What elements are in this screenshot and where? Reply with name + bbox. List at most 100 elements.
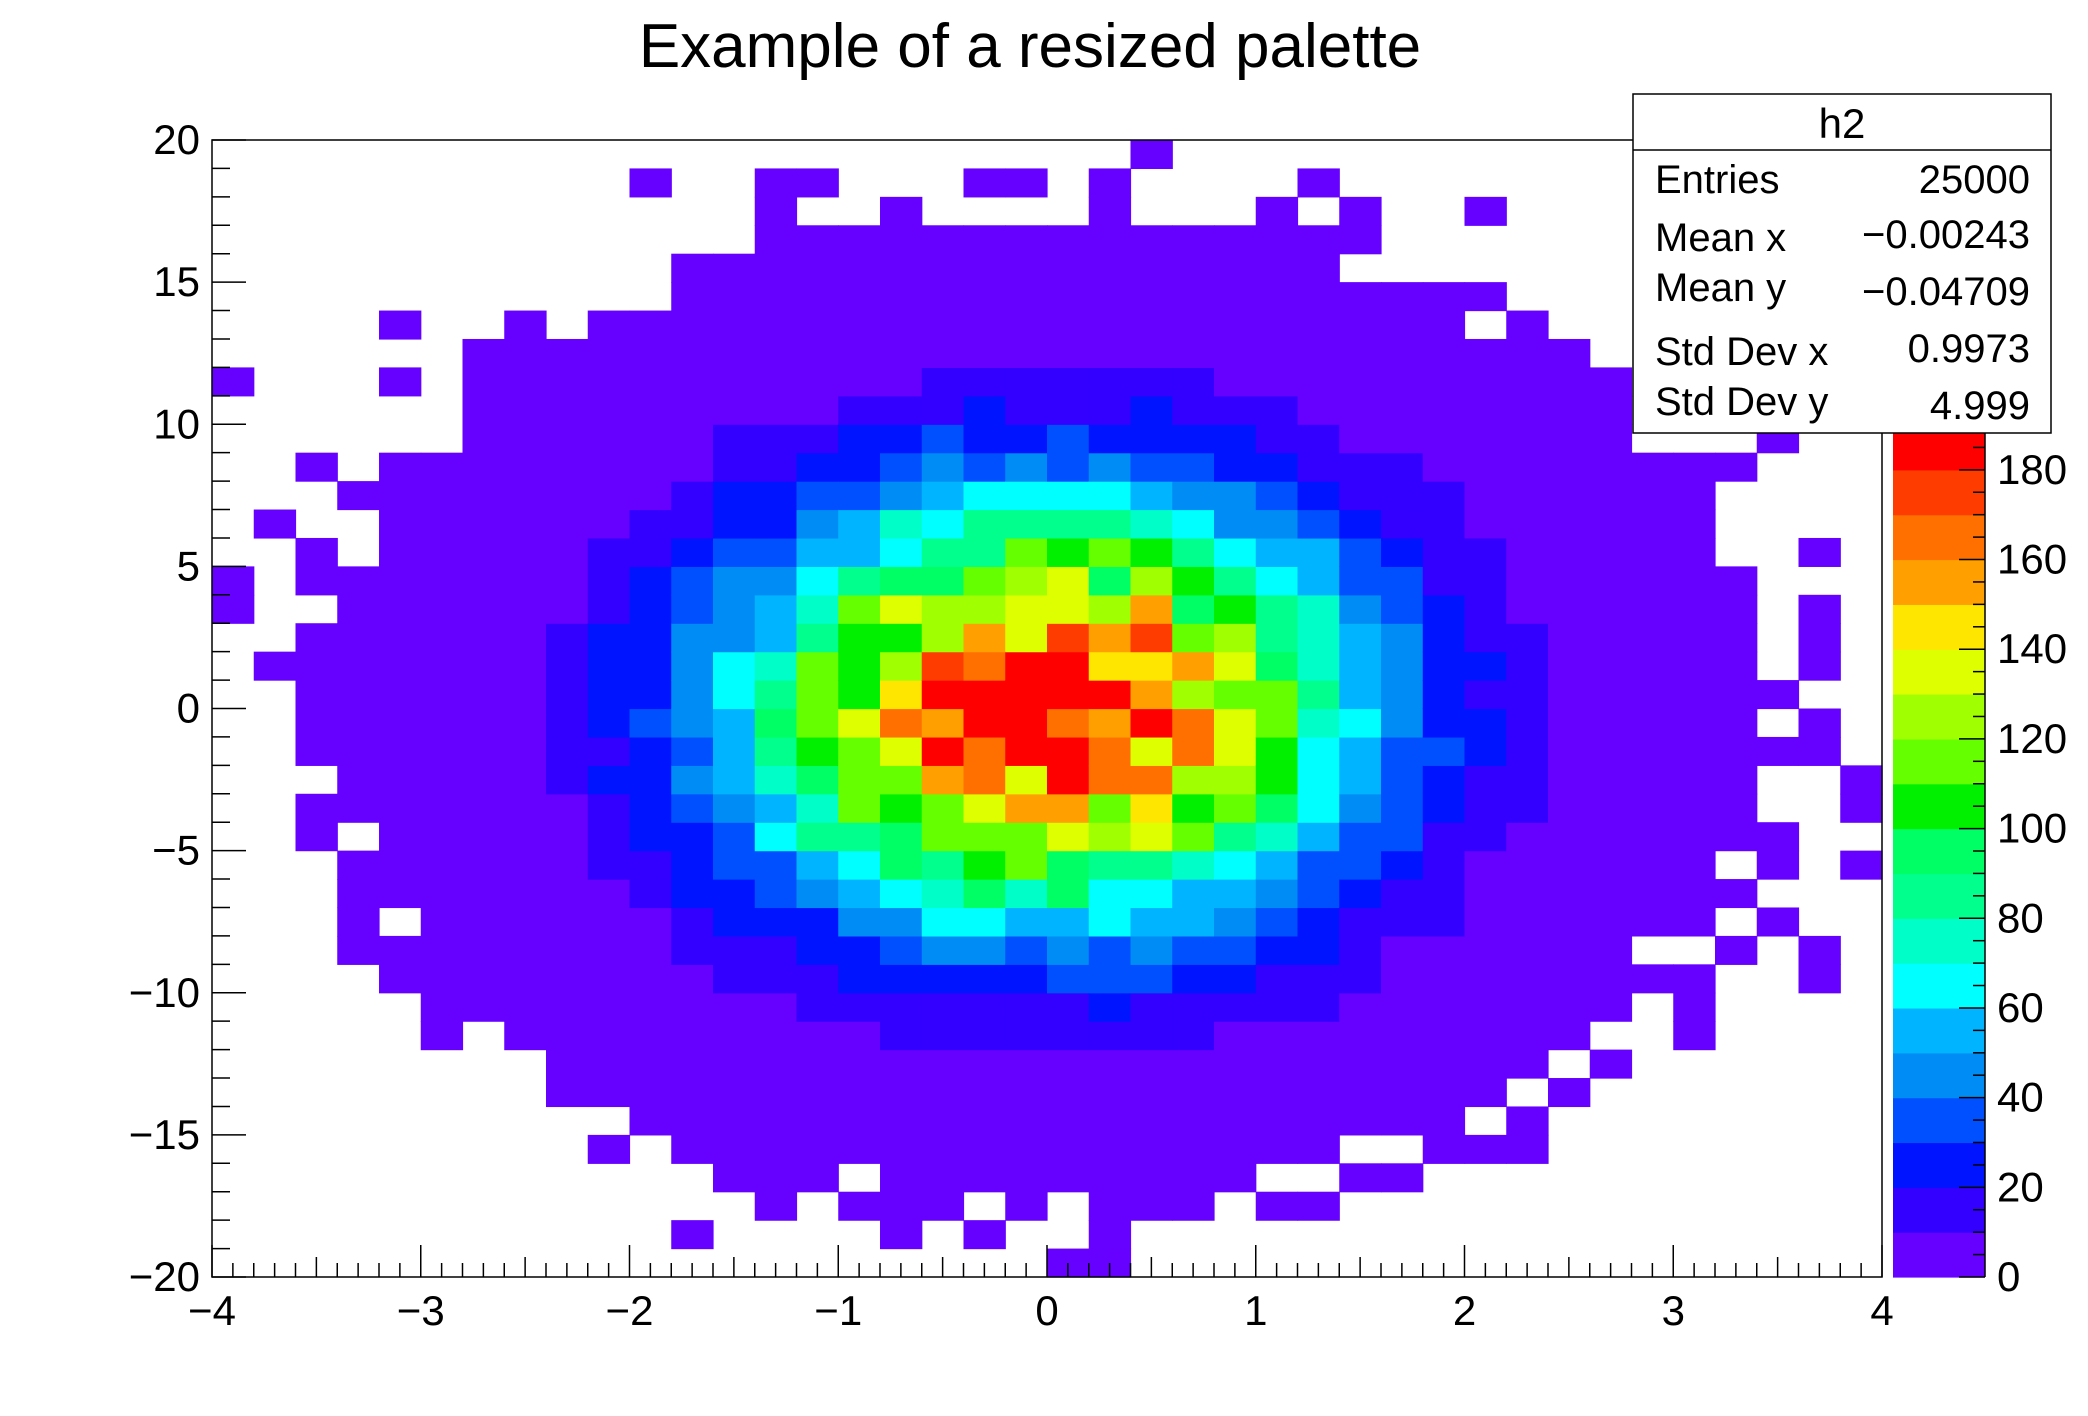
histogram-cell — [1130, 140, 1173, 170]
chart-title: Example of a resized palette — [639, 12, 1421, 81]
histogram-cell — [671, 680, 714, 710]
histogram-cell — [629, 594, 672, 624]
histogram-cell — [420, 822, 464, 852]
histogram-cell — [796, 509, 839, 539]
histogram-cell — [1673, 879, 1716, 909]
histogram-cell — [1339, 1049, 1382, 1079]
histogram-cell — [880, 424, 923, 454]
histogram-cell — [462, 907, 505, 937]
histogram-cell — [1005, 310, 1048, 340]
histogram-cell — [1297, 338, 1340, 368]
histogram-cell — [838, 452, 881, 482]
stats-std-y-value: 4.999 — [1930, 384, 2030, 428]
histogram-cell — [796, 1049, 839, 1079]
histogram-cell — [504, 680, 547, 710]
histogram-cell — [1297, 850, 1340, 880]
histogram-cell — [1005, 452, 1048, 482]
histogram-cell — [880, 1049, 923, 1079]
histogram-cell — [1088, 736, 1132, 766]
color-palette: 0 20 40 60 80 100 120 140 160 180 — [1893, 424, 2067, 1300]
histogram-cell — [462, 367, 505, 397]
histogram-cell — [462, 651, 505, 681]
histogram-cell — [1464, 765, 1507, 795]
histogram-cell — [921, 964, 965, 994]
histogram-cell — [1172, 623, 1215, 653]
x-tick-label: −1 — [814, 1287, 862, 1334]
histogram-cell — [1381, 850, 1424, 880]
histogram-cell — [1214, 651, 1257, 681]
histogram-cell — [921, 452, 965, 482]
histogram-cell — [880, 1106, 923, 1136]
histogram-cell — [1130, 424, 1173, 454]
histogram-cell — [796, 282, 839, 312]
histogram-cell — [1339, 452, 1382, 482]
histogram-cell — [1088, 708, 1132, 738]
histogram-cell — [587, 452, 631, 482]
histogram-cell — [1130, 225, 1173, 255]
histogram-cell — [587, 964, 631, 994]
histogram-cell — [1631, 964, 1674, 994]
histogram-cell — [1631, 793, 1674, 823]
histogram-cell — [1088, 1106, 1132, 1136]
histogram-cell — [921, 907, 965, 937]
histogram-cell — [1172, 1134, 1215, 1164]
histogram-cell — [1005, 1078, 1048, 1108]
histogram-cell — [295, 623, 338, 653]
histogram-cell — [1589, 736, 1633, 766]
histogram-cell — [1088, 907, 1132, 937]
y-tick-label: 15 — [153, 258, 200, 305]
histogram-cell — [1506, 623, 1549, 653]
histogram-cell — [1005, 594, 1048, 624]
histogram-cell — [713, 1134, 756, 1164]
histogram-cell — [462, 395, 505, 425]
histogram-cell — [295, 651, 338, 681]
histogram-cell — [1756, 822, 1800, 852]
histogram-cell — [1381, 566, 1424, 596]
histogram-cell — [1297, 310, 1340, 340]
histogram-cell — [1589, 1049, 1633, 1079]
histogram-cell — [1088, 850, 1132, 880]
histogram-cell — [838, 253, 881, 283]
histogram-cell — [337, 736, 380, 766]
y-tick-label: −10 — [129, 969, 200, 1016]
histogram-cell — [1172, 225, 1215, 255]
histogram-cell — [1130, 594, 1173, 624]
histogram-cell — [1506, 935, 1549, 965]
histogram-cell — [921, 537, 965, 567]
histogram-cell — [504, 964, 547, 994]
histogram-cell — [504, 736, 547, 766]
histogram-cell — [1673, 537, 1716, 567]
histogram-cell — [1005, 367, 1048, 397]
histogram-cell — [504, 879, 547, 909]
histogram-cell — [754, 1191, 798, 1221]
histogram-cell — [1715, 765, 1758, 795]
histogram-cell — [1130, 935, 1173, 965]
histogram-cell — [754, 992, 798, 1022]
histogram-cell — [379, 537, 422, 567]
histogram-cell — [1297, 253, 1340, 283]
histogram-cell — [1088, 566, 1132, 596]
histogram-cell — [1506, 537, 1549, 567]
histogram-cell — [462, 509, 505, 539]
histogram-cell — [1589, 992, 1633, 1022]
palette-swatch — [1893, 1007, 1985, 1054]
histogram-cell — [629, 822, 672, 852]
histogram-cell — [1673, 822, 1716, 852]
histogram-cell — [1548, 850, 1591, 880]
histogram-cell — [1172, 708, 1215, 738]
histogram-cell — [838, 395, 881, 425]
histogram-cell — [838, 850, 881, 880]
histogram-cell — [379, 964, 422, 994]
histogram-cell — [1506, 424, 1549, 454]
histogram-cell — [1422, 879, 1466, 909]
histogram-cell — [1088, 594, 1132, 624]
histogram-cell — [1506, 992, 1549, 1022]
histogram-cell — [713, 964, 756, 994]
histogram-cell — [379, 822, 422, 852]
histogram-cell — [1047, 395, 1090, 425]
histogram-cell — [713, 253, 756, 283]
histogram-cell — [1548, 651, 1591, 681]
histogram-cell — [1548, 765, 1591, 795]
histogram-cell — [1214, 793, 1257, 823]
histogram-cell — [1255, 310, 1299, 340]
